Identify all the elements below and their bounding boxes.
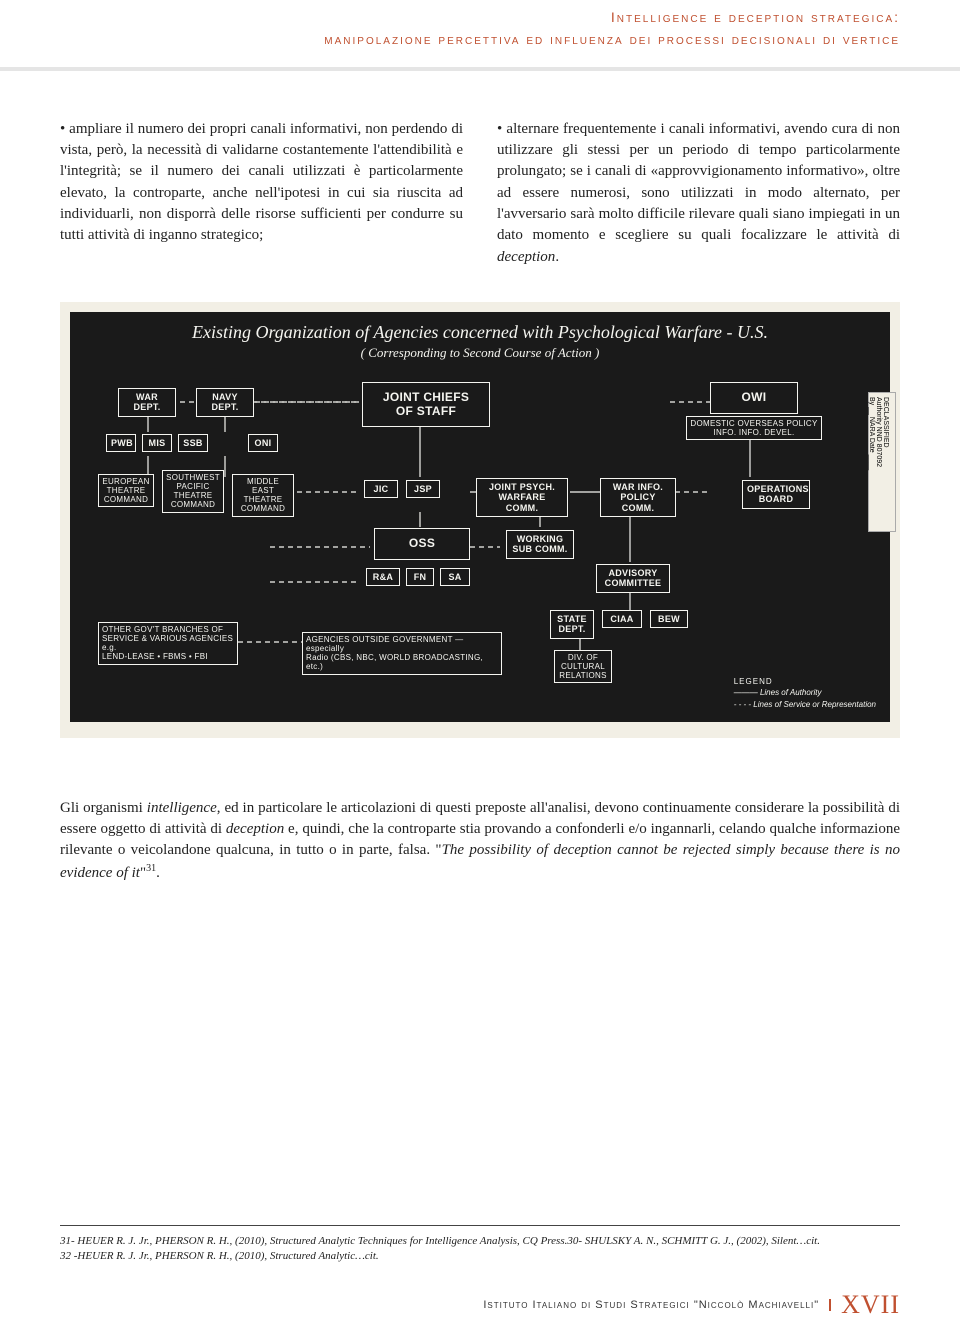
node-sa: SA	[440, 568, 470, 586]
node-wipc: WAR INFO.POLICY COMM.	[600, 478, 676, 517]
below-sup: 31	[146, 863, 156, 874]
paragraph-below-figure: Gli organismi intelligence, ed in partic…	[60, 798, 900, 884]
header-line1: Intelligence e deception strategica:	[60, 6, 900, 28]
node-divcult: DIV. OFCULTURALRELATIONS	[554, 650, 612, 684]
node-navy-dept: NAVYDEPT.	[196, 388, 254, 417]
node-jpwc: JOINT PSYCH.WARFARE COMM.	[476, 478, 568, 517]
node-swp: SOUTHWESTPACIFICTHEATRECOMMAND	[162, 470, 224, 513]
legend-line2: - - - - Lines of Service or Representati…	[734, 699, 876, 710]
node-jsp: JSP	[406, 480, 440, 498]
two-column-text: • ampliare il numero dei propri canali i…	[60, 119, 900, 268]
node-adv: ADVISORYCOMMITTEE	[596, 564, 670, 593]
node-agencies-outside: AGENCIES OUTSIDE GOVERNMENT — especially…	[302, 632, 502, 675]
figure-title: Existing Organization of Agencies concer…	[70, 312, 890, 343]
below-b: intelligence	[147, 800, 217, 816]
node-met: MIDDLE EASTTHEATRECOMMAND	[232, 474, 294, 517]
node-etc: EUROPEANTHEATRECOMMAND	[98, 474, 154, 508]
node-jcs: JOINT CHIEFSOF STAFF	[362, 382, 490, 428]
node-wsc: WORKINGSUB COMM.	[506, 530, 574, 559]
figure-wrapper: Existing Organization of Agencies concer…	[60, 302, 900, 738]
column-right: • alternare frequentemente i canali info…	[497, 119, 900, 268]
node-opboard: OPERATIONSBOARD	[742, 480, 810, 509]
node-pwb: PWB	[106, 434, 136, 452]
node-ciaa: CIAA	[602, 610, 642, 628]
page-header: Intelligence e deception strategica: man…	[0, 0, 960, 71]
column-left: • ampliare il numero dei propri canali i…	[60, 119, 463, 268]
declassified-text: DECLASSIFIEDAuthority NND 807092By __ NA…	[868, 397, 889, 527]
page-footer: Istituto Italiano di Studi Strategici "N…	[60, 1290, 900, 1320]
node-state: STATEDEPT.	[550, 610, 594, 639]
node-other-branches: OTHER GOV'T BRANCHES OFSERVICE & VARIOUS…	[98, 622, 238, 665]
node-fn: FN	[406, 568, 434, 586]
legend-line1: ——— Lines of Authority	[734, 687, 876, 698]
node-jic: JIC	[364, 480, 398, 498]
node-owi: OWI	[710, 382, 798, 414]
header-line2: manipolazione percettiva ed influenza de…	[60, 28, 900, 50]
footnotes: 31- HEUER R. J. Jr., PHERSON R. H., (201…	[60, 1225, 900, 1264]
node-war-dept: WARDEPT.	[118, 388, 176, 417]
node-oss: OSS	[374, 528, 470, 560]
figure-subtitle: ( Corresponding to Second Course of Acti…	[70, 345, 890, 361]
figure-legend: LEGEND ——— Lines of Authority - - - - Li…	[734, 676, 876, 710]
below-d: deception	[226, 821, 284, 837]
node-owi-sub: DOMESTIC OVERSEAS POLICYINFO. INFO. DEVE…	[686, 416, 822, 440]
node-bew: BEW	[650, 610, 688, 628]
below-a: Gli organismi	[60, 800, 147, 816]
legend-title: LEGEND	[734, 676, 876, 687]
node-oni: ONI	[248, 434, 278, 452]
footer-institute: Istituto Italiano di Studi Strategici "N…	[483, 1299, 831, 1311]
node-mis: MIS	[142, 434, 172, 452]
col-right-text-a: • alternare frequentemente i canali info…	[497, 121, 900, 243]
footnote-31: 31- HEUER R. J. Jr., PHERSON R. H., (201…	[60, 1234, 900, 1249]
col-right-italic: deception	[497, 249, 555, 265]
node-rea: R&A	[366, 568, 400, 586]
org-chart-figure: Existing Organization of Agencies concer…	[70, 312, 890, 722]
declassified-tab: DECLASSIFIEDAuthority NND 807092By __ NA…	[868, 392, 896, 532]
below-h: .	[156, 865, 160, 881]
page-content: • ampliare il numero dei propri canali i…	[0, 71, 960, 884]
footer-page-number: XVII	[841, 1290, 900, 1320]
node-ssb: SSB	[178, 434, 208, 452]
col-right-text-c: .	[555, 249, 559, 265]
footnote-32: 32 -HEUER R. J. Jr., PHERSON R. H., (201…	[60, 1249, 900, 1264]
